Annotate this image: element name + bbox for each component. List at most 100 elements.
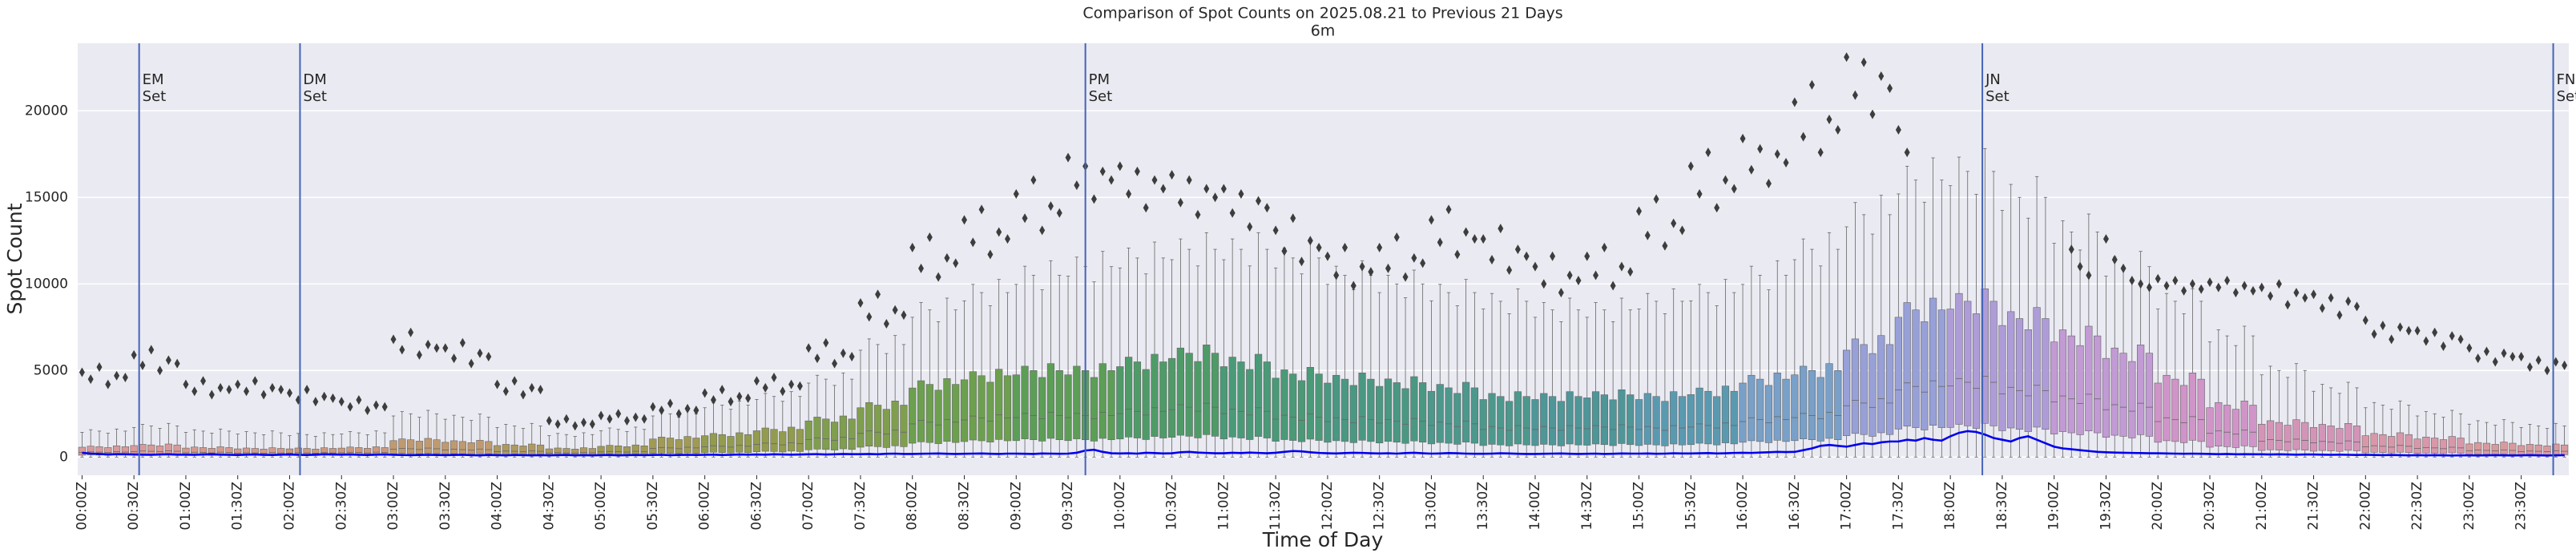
flier bbox=[1160, 184, 1167, 194]
box bbox=[2327, 426, 2335, 451]
x-tick-label: 07:30Z bbox=[853, 482, 869, 531]
x-tick-label: 01:30Z bbox=[230, 482, 246, 531]
annotation-label: DM bbox=[303, 71, 326, 88]
box bbox=[1574, 396, 1582, 446]
flier bbox=[667, 398, 673, 409]
annotation-label: Set bbox=[2557, 88, 2576, 105]
flier bbox=[753, 376, 760, 386]
flier bbox=[252, 376, 258, 386]
box bbox=[1124, 357, 1133, 438]
flier bbox=[607, 414, 613, 424]
x-tick-label: 08:30Z bbox=[957, 482, 973, 531]
flier bbox=[1411, 252, 1417, 263]
box bbox=[1073, 365, 1081, 439]
flier bbox=[1212, 192, 1219, 203]
box bbox=[1877, 335, 1885, 434]
x-tick-label: 06:30Z bbox=[748, 482, 764, 531]
flier bbox=[788, 379, 795, 389]
box bbox=[891, 401, 899, 446]
flier bbox=[477, 348, 483, 358]
flier bbox=[2181, 285, 2187, 296]
box bbox=[960, 379, 969, 442]
flier bbox=[1238, 188, 1244, 199]
flier bbox=[1290, 213, 1296, 224]
box bbox=[424, 438, 432, 454]
flier bbox=[1844, 52, 1850, 63]
flier bbox=[226, 385, 232, 395]
box bbox=[2560, 444, 2569, 455]
flier bbox=[459, 337, 466, 348]
flier bbox=[114, 370, 120, 381]
flier bbox=[425, 339, 431, 349]
box bbox=[2482, 442, 2491, 455]
flier bbox=[1151, 175, 1158, 185]
box bbox=[1687, 394, 1695, 446]
box bbox=[2309, 427, 2318, 452]
box bbox=[2413, 438, 2421, 454]
flier bbox=[814, 353, 820, 364]
box bbox=[1142, 369, 1150, 440]
box bbox=[1046, 363, 1055, 439]
box bbox=[1704, 390, 1712, 445]
flier bbox=[183, 379, 189, 389]
flier bbox=[2501, 348, 2507, 358]
box bbox=[882, 409, 890, 448]
flier bbox=[1013, 188, 1019, 199]
flier bbox=[1514, 244, 1521, 255]
x-tick-label: 16:00Z bbox=[1735, 482, 1751, 531]
box bbox=[2240, 401, 2248, 446]
box bbox=[2085, 325, 2093, 431]
flier bbox=[1575, 275, 1582, 285]
flier bbox=[762, 382, 768, 393]
box bbox=[2318, 424, 2326, 451]
flier bbox=[2492, 357, 2498, 367]
box bbox=[2422, 437, 2430, 454]
flier bbox=[2302, 293, 2308, 303]
flier bbox=[2475, 353, 2481, 364]
box bbox=[649, 438, 657, 454]
flier bbox=[598, 410, 604, 421]
flier bbox=[1099, 166, 1106, 176]
box bbox=[1670, 391, 1678, 445]
box bbox=[978, 375, 986, 442]
flier bbox=[2380, 321, 2386, 331]
flier bbox=[433, 343, 440, 353]
flier bbox=[1800, 131, 1807, 142]
flier bbox=[79, 367, 85, 377]
flier bbox=[1272, 225, 1279, 236]
flier bbox=[1004, 234, 1010, 244]
flier bbox=[2389, 334, 2395, 345]
flier bbox=[1108, 175, 1115, 185]
box bbox=[718, 434, 726, 453]
box bbox=[2058, 329, 2067, 432]
flier bbox=[909, 242, 916, 252]
box bbox=[804, 420, 812, 450]
flier bbox=[1030, 175, 1037, 185]
box bbox=[2042, 318, 2050, 430]
chart-subtitle: 6m bbox=[1311, 22, 1336, 40]
box bbox=[2179, 385, 2188, 443]
box bbox=[1419, 382, 1427, 443]
flier bbox=[2284, 300, 2291, 310]
box bbox=[2344, 422, 2352, 451]
flier bbox=[486, 352, 492, 362]
box bbox=[2405, 434, 2413, 453]
flier bbox=[675, 409, 682, 419]
box bbox=[1116, 366, 1124, 440]
box bbox=[2396, 432, 2405, 453]
box bbox=[2275, 422, 2283, 450]
flier bbox=[217, 382, 224, 393]
box bbox=[1203, 345, 1211, 435]
box bbox=[1254, 353, 1263, 437]
flier bbox=[2449, 331, 2455, 341]
box bbox=[1695, 387, 1703, 444]
flier bbox=[1420, 258, 1426, 268]
box bbox=[1445, 387, 1453, 444]
box bbox=[1851, 338, 1860, 434]
box bbox=[449, 440, 458, 454]
box bbox=[1522, 396, 1530, 446]
flier bbox=[1471, 234, 1477, 244]
box bbox=[900, 405, 908, 447]
flier bbox=[304, 385, 310, 395]
box bbox=[1981, 289, 1989, 424]
